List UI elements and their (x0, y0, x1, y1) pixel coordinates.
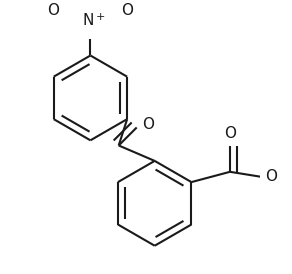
Text: O: O (224, 126, 236, 141)
Text: +: + (95, 12, 105, 22)
Text: ⁻: ⁻ (42, 0, 49, 9)
Text: N: N (82, 13, 93, 28)
Text: O: O (121, 3, 133, 18)
Text: O: O (265, 169, 277, 184)
Text: O: O (142, 117, 154, 132)
Text: O: O (48, 3, 60, 18)
